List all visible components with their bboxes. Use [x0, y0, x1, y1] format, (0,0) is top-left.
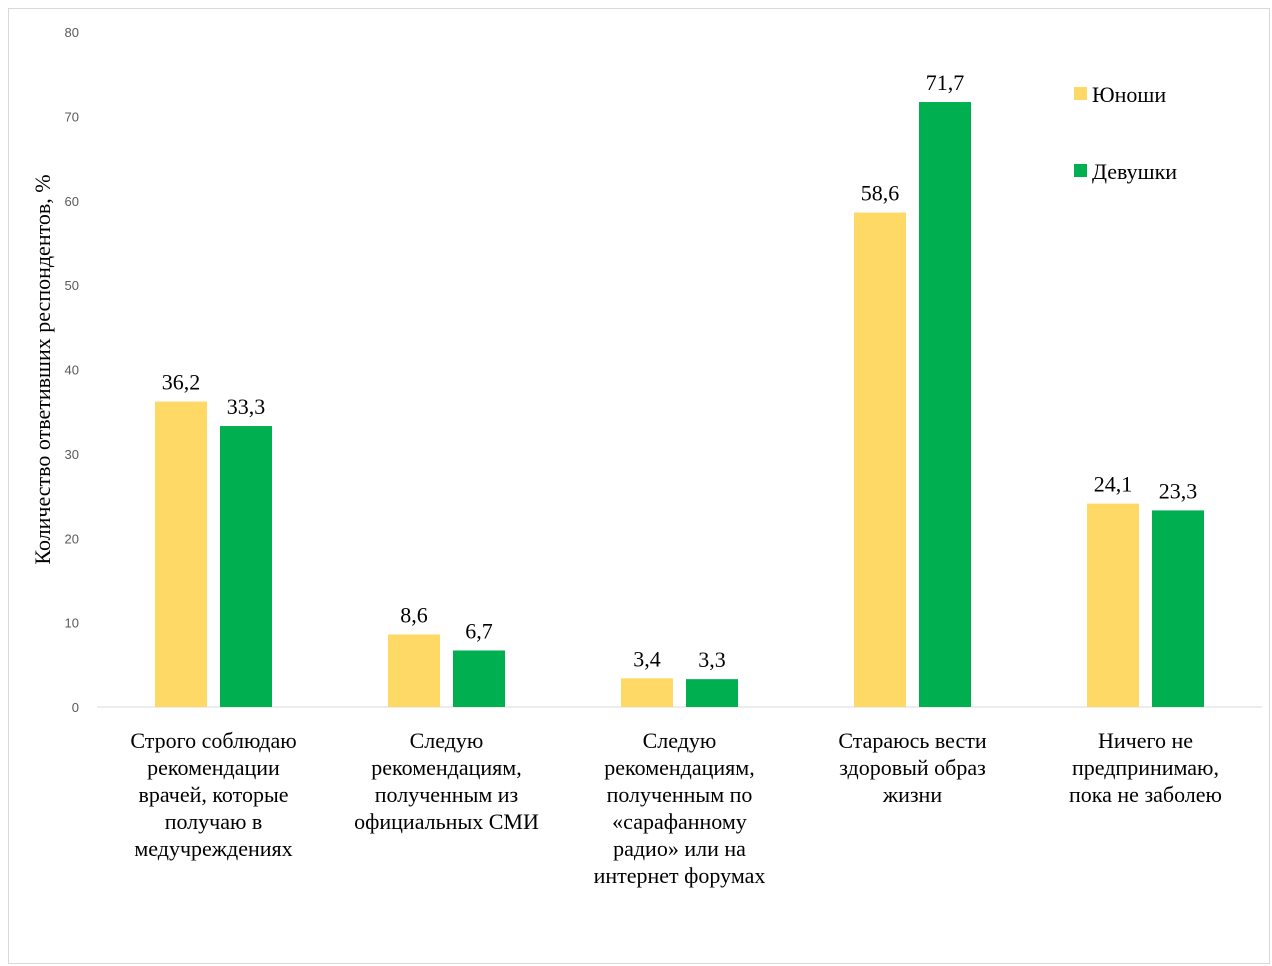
bar [854, 212, 906, 707]
data-label: 23,3 [1159, 478, 1198, 503]
y-tick-label: 30 [65, 447, 79, 462]
data-label: 6,7 [465, 618, 493, 643]
category-label: Строго соблюдаю [130, 728, 296, 753]
category-label: получаю в [165, 809, 263, 834]
bar [686, 679, 738, 707]
y-tick-label: 70 [65, 109, 79, 124]
category-label: предпринимаю, [1072, 755, 1219, 780]
category-label: рекомендациям, [371, 755, 521, 780]
bar [1087, 503, 1139, 707]
category-label: жизни [882, 782, 942, 807]
category-label: пока не заболею [1069, 782, 1222, 807]
chart-frame [8, 8, 1270, 964]
category-label: интернет форумах [594, 863, 766, 888]
y-axis-ticks: 0 10 20 30 40 50 60 70 80 [65, 25, 79, 715]
bar [388, 634, 440, 707]
y-tick-label: 40 [65, 363, 79, 378]
legend-swatch [1074, 164, 1087, 177]
y-tick-label: 50 [65, 278, 79, 293]
bar [453, 650, 505, 707]
y-tick-label: 20 [65, 531, 79, 546]
bar [919, 102, 971, 707]
data-label: 33,3 [227, 394, 266, 419]
data-label: 3,4 [633, 646, 661, 671]
y-tick-label: 0 [72, 700, 79, 715]
bar [155, 401, 207, 707]
category-label: полученным из [375, 782, 519, 807]
category-label: официальных СМИ [354, 809, 539, 834]
bar [1152, 510, 1204, 707]
data-label: 24,1 [1094, 472, 1133, 497]
category-label: здоровый образ [839, 755, 986, 780]
category-label: Следую [410, 728, 484, 753]
y-tick-label: 80 [65, 25, 79, 40]
category-label: Стараюсь вести [838, 728, 986, 753]
category-label: рекомендации [147, 755, 280, 780]
bars [155, 102, 1204, 707]
y-axis-title: Количество ответивших респондентов, % [30, 174, 55, 564]
category-label: радио» или на [613, 836, 746, 861]
y-tick-label: 10 [65, 616, 79, 631]
category-label: Следую [643, 728, 717, 753]
data-labels: 36,2 33,3 8,6 6,7 3,4 3,3 58,6 71,7 24,1 23,3 [162, 70, 1198, 672]
y-tick-label: 60 [65, 194, 79, 209]
bar [220, 426, 272, 707]
category-label: рекомендациям, [604, 755, 754, 780]
category-label: «сарафанному [612, 809, 747, 834]
category-label: медучреждениях [134, 836, 292, 861]
data-label: 3,3 [698, 647, 726, 672]
data-label: 71,7 [926, 70, 965, 95]
category-label: врачей, которые [138, 782, 288, 807]
legend: Юноши Девушки [1074, 82, 1177, 184]
data-label: 8,6 [400, 602, 428, 627]
bar [621, 678, 673, 707]
data-label: 58,6 [861, 181, 900, 206]
category-label: полученным по [607, 782, 753, 807]
legend-label: Юноши [1092, 82, 1166, 107]
legend-swatch [1074, 87, 1087, 100]
legend-label: Девушки [1092, 159, 1177, 184]
category-label: Ничего не [1098, 728, 1193, 753]
data-label: 36,2 [162, 370, 201, 395]
